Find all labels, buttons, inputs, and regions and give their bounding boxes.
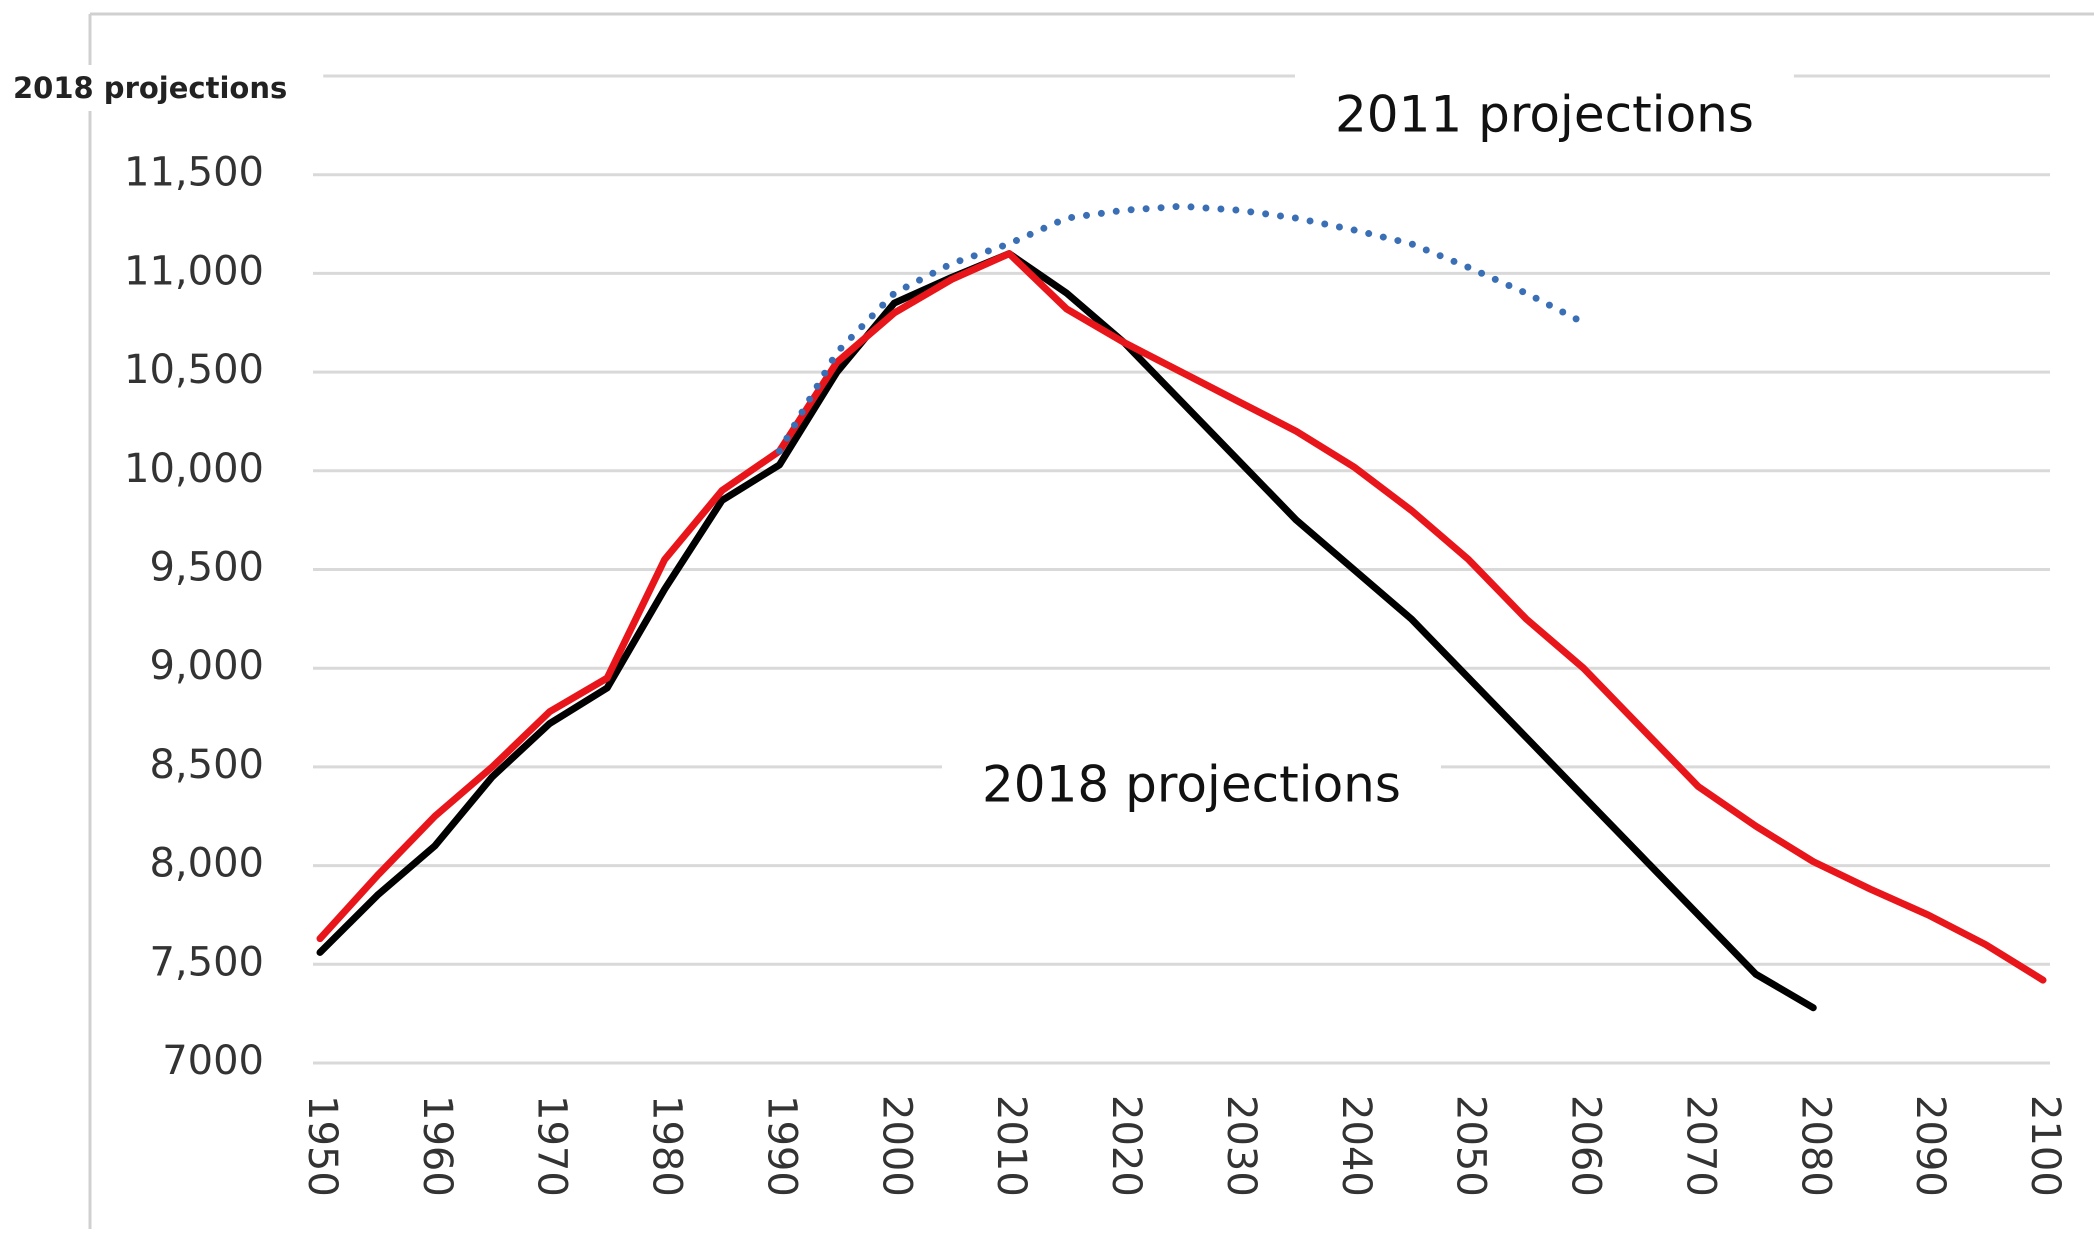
series-line [775, 202, 1588, 455]
y-tick-label: 10,000 [124, 446, 264, 492]
y-tick-label: 9,000 [149, 643, 264, 689]
x-tick-label: 1950 [299, 1095, 345, 1197]
x-tick-label: 2040 [1333, 1095, 1379, 1197]
annotation-bg [942, 741, 1441, 828]
lines [316, 202, 2047, 1012]
x-tick-label: 2070 [1677, 1095, 1723, 1197]
x-tick-label: 2020 [1103, 1095, 1149, 1197]
x-tick-label: 2080 [1792, 1095, 1838, 1197]
y-tick-label: 8,500 [149, 742, 264, 788]
y-tick-label: 8,000 [149, 841, 264, 887]
y-tick-label: 11,500 [124, 150, 264, 196]
series-line [316, 250, 1817, 1012]
annotation: 2011 projections [1335, 86, 1754, 144]
x-tick-label: 2030 [1218, 1095, 1264, 1197]
y-tick-label: 10,500 [124, 347, 264, 393]
labels: 7000 7,500 8,000 8,500 9,000 9,500 10,000 10,50… [13, 71, 2068, 1197]
x-tick-label: 2010 [988, 1095, 1034, 1197]
x-tick-label: 1970 [529, 1095, 575, 1197]
y-tick-label: 9,500 [149, 545, 264, 591]
x-tick-label: 2050 [1448, 1095, 1494, 1197]
y-axis-label: 2018 projections [13, 71, 287, 105]
x-tick-label: 2000 [873, 1095, 919, 1197]
x-tick-label: 1960 [414, 1095, 460, 1197]
x-tick-label: 2090 [1907, 1095, 1953, 1197]
y-tick-label: 7000 [162, 1038, 264, 1084]
x-tick-label: 1990 [758, 1095, 804, 1197]
series-line [316, 250, 2047, 984]
y-tick-label: 11,000 [124, 248, 264, 294]
x-tick-label: 2060 [1563, 1095, 1609, 1197]
axis-label-bg [9, 65, 324, 111]
x-tick-label: 2100 [2022, 1095, 2068, 1197]
y-tick-label: 7,500 [149, 939, 264, 985]
grid [9, 65, 2050, 1065]
x-tick-label: 1980 [644, 1095, 690, 1197]
annotation: 2018 projections [982, 756, 1401, 814]
annotation-bg [1295, 71, 1794, 158]
